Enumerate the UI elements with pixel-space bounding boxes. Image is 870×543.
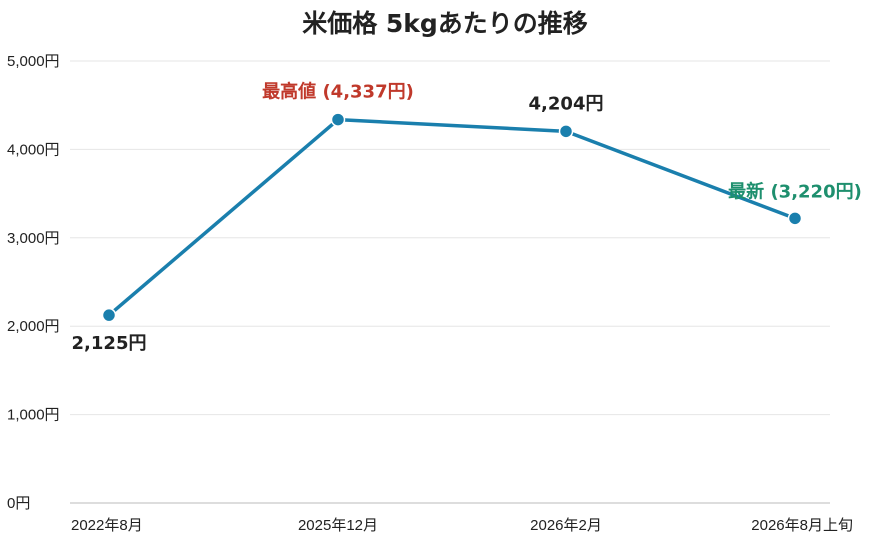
data-point <box>101 307 117 323</box>
x-tick-label: 2026年2月 <box>530 517 602 534</box>
data-label: 最新 (3,220円) <box>728 180 862 202</box>
y-tick-label: 0円 <box>7 495 30 512</box>
y-tick-label: 5,000円 <box>7 53 60 70</box>
y-tick-label: 1,000円 <box>7 407 60 424</box>
data-label: 最高値 (4,337円) <box>262 81 414 103</box>
data-label: 2,125円 <box>72 333 147 354</box>
grid-lines <box>70 60 830 504</box>
x-axis-ticks: 2022年8月 2025年12月 2026年2月 2026年8月上旬 <box>71 517 853 534</box>
data-label: 4,204円 <box>529 93 604 114</box>
y-tick-label: 4,000円 <box>7 141 60 158</box>
x-tick-label: 2026年8月上旬 <box>751 517 853 534</box>
y-tick-label: 3,000円 <box>7 230 60 247</box>
x-tick-label: 2025年12月 <box>298 517 378 534</box>
y-axis-ticks: 0円 1,000円 2,000円 3,000円 4,000円 5,000円 <box>7 53 60 512</box>
y-tick-label: 2,000円 <box>7 318 60 335</box>
series-group <box>101 112 803 323</box>
x-tick-label: 2022年8月 <box>71 517 143 534</box>
data-point <box>330 112 346 127</box>
series-line <box>107 117 796 317</box>
data-point <box>787 211 803 226</box>
chart-title: 米価格 5kgあたりの推移 <box>302 9 588 38</box>
data-point <box>558 124 574 139</box>
